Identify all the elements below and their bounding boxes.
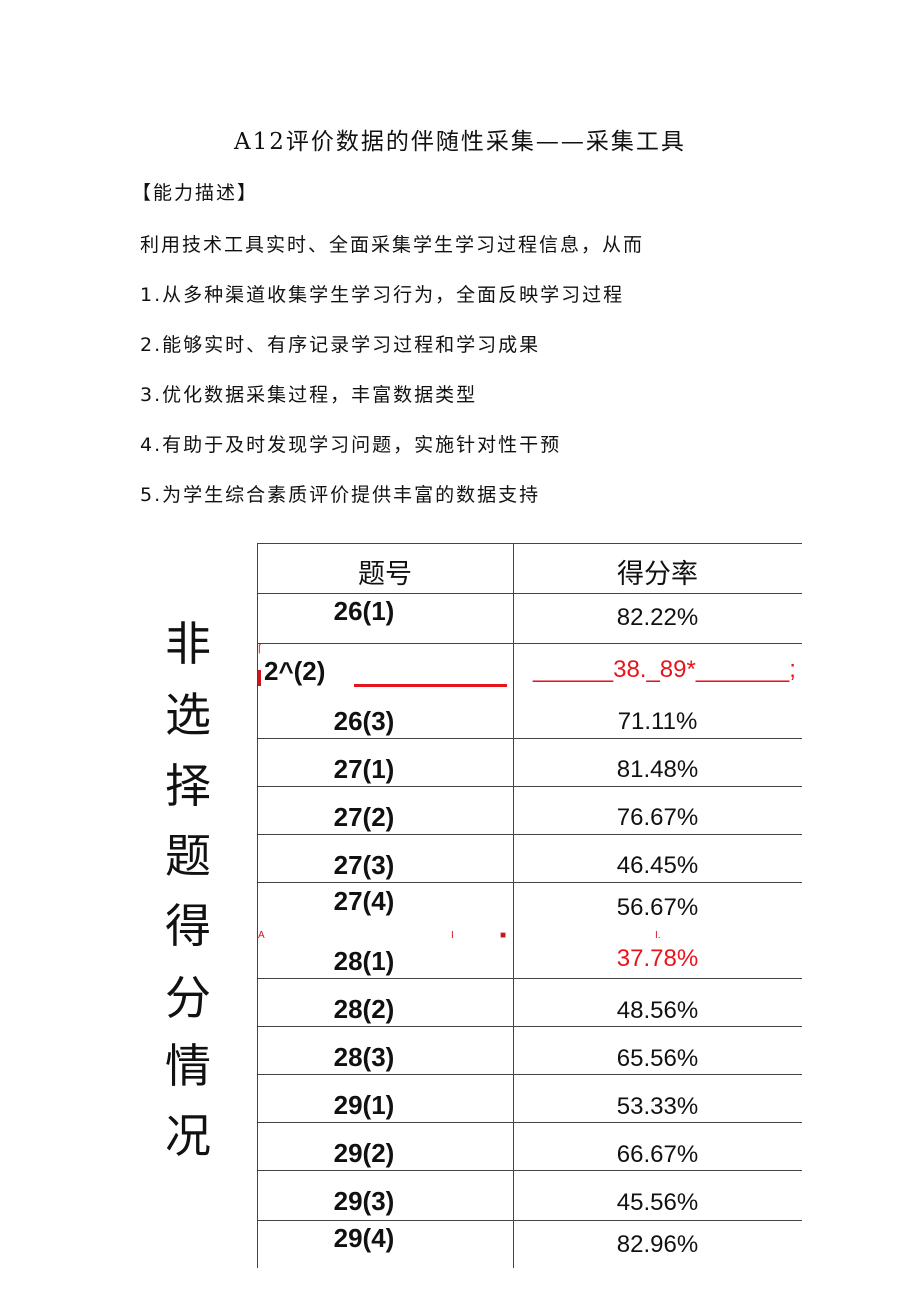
intro-text: 利用技术工具实时、全面采集学生学习过程信息，从而 <box>140 234 645 256</box>
list-item: 4.有助于及时发现学习问题，实施针对性干预 <box>140 434 562 456</box>
rate-cell: 56.67% <box>616 894 699 921</box>
row-divider <box>257 978 802 979</box>
question-cell: 27(4) <box>333 886 395 916</box>
row-divider <box>257 882 802 883</box>
header-rate: 得分率 <box>617 559 698 590</box>
side-label-char: 情 <box>165 1039 211 1093</box>
rate-cell: 65.56% <box>616 1045 699 1072</box>
question-cell: 28(2) <box>333 994 395 1024</box>
question-cell: 29(4) <box>333 1223 395 1253</box>
question-cell: 27(3) <box>333 850 395 880</box>
row-divider <box>257 738 802 739</box>
rate-cell: 82.22% <box>616 604 699 631</box>
side-label-char: 得 <box>165 899 211 953</box>
row-divider <box>257 1122 802 1123</box>
rate-cell: 76.67% <box>616 804 699 831</box>
side-label-char: 选 <box>165 688 211 742</box>
row-divider <box>257 643 802 644</box>
document-title: A12评价数据的伴随性采集——采集工具 <box>234 129 686 155</box>
row-divider <box>257 593 802 594</box>
question-cell: 26(1) <box>333 596 395 626</box>
red-mark <box>258 670 261 686</box>
rate-cell-highlight: ______38._89*_______; <box>533 656 796 683</box>
question-cell: 28(3) <box>333 1042 395 1072</box>
list-item: 2.能够实时、有序记录学习过程和学习成果 <box>140 334 541 356</box>
question-cell: 29(1) <box>333 1090 395 1120</box>
side-label-char: 择 <box>165 759 211 813</box>
question-cell: 28(1) <box>333 946 395 976</box>
row-divider <box>257 1170 802 1171</box>
row-divider <box>257 786 802 787</box>
question-cell: 29(3) <box>333 1186 395 1216</box>
table-border <box>257 543 258 1268</box>
table-border <box>513 543 514 1268</box>
question-cell: 27(2) <box>333 802 395 832</box>
row-divider <box>257 543 802 544</box>
question-cell: 29(2) <box>333 1138 395 1168</box>
rate-cell: 66.67% <box>616 1141 699 1168</box>
row-divider <box>257 1026 802 1027</box>
rate-cell: 46.45% <box>616 852 699 879</box>
row-divider <box>257 1074 802 1075</box>
question-cell: 27(1) <box>333 754 395 784</box>
side-label-char: 况 <box>165 1109 211 1163</box>
question-cell: 26(3) <box>333 706 395 736</box>
rate-cell: 53.33% <box>616 1093 699 1120</box>
side-label-char: 分 <box>165 971 211 1025</box>
rate-cell: 81.48% <box>616 756 699 783</box>
red-underline <box>354 684 507 687</box>
row-divider <box>257 834 802 835</box>
side-label-char: 非 <box>165 617 211 671</box>
list-item: 1.从多种渠道收集学生学习行为，全面反映学习过程 <box>140 284 625 306</box>
rate-cell: 48.56% <box>616 997 699 1024</box>
rate-cell: 82.96% <box>616 1231 699 1258</box>
rate-cell-highlight: 37.78% <box>616 945 699 972</box>
row-divider <box>257 1220 802 1221</box>
side-label-char: 题 <box>165 829 211 883</box>
list-item: 5.为学生综合素质评价提供丰富的数据支持 <box>140 484 541 506</box>
question-cell: 2^(2) <box>264 656 326 686</box>
list-item: 3.优化数据采集过程，丰富数据类型 <box>140 384 478 406</box>
rate-cell: 45.56% <box>616 1189 699 1216</box>
header-question: 题号 <box>358 559 412 590</box>
section-heading: 【能力描述】 <box>132 182 259 204</box>
rate-cell: 71.11% <box>617 708 698 735</box>
